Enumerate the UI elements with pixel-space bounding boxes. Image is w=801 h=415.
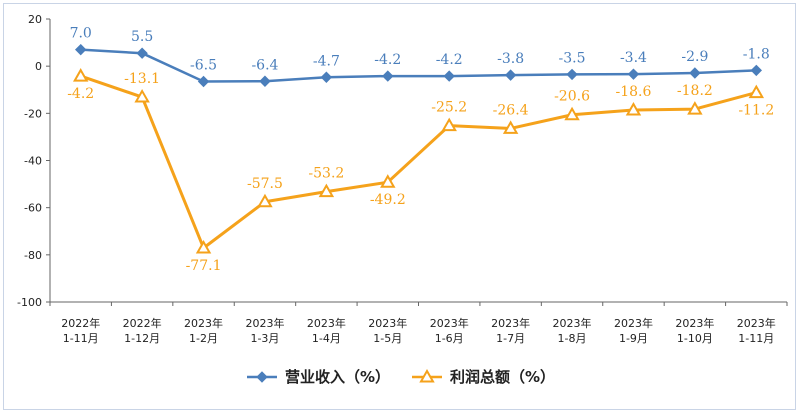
- x-tick-label: 2022年 1-11月: [61, 316, 100, 345]
- y-tick-label: 0: [35, 60, 42, 73]
- y-tick-label: 20: [28, 13, 42, 26]
- series-0-data-label: -3.4: [620, 50, 647, 66]
- series-1-point: [564, 106, 580, 121]
- series-1-line: [80, 74, 757, 250]
- series-1-point: [318, 183, 335, 198]
- series-0-data-label: -4.7: [313, 53, 340, 69]
- series-0-point: [256, 371, 268, 383]
- series-1-point: [748, 84, 765, 99]
- series-0-point: [627, 68, 640, 80]
- series-0-point: [75, 43, 87, 56]
- series-0-point: [259, 75, 271, 87]
- series-1-data-label: -26.4: [493, 102, 529, 118]
- series-0-point: [566, 68, 578, 81]
- x-tick-label: 2023年 1-5月: [368, 316, 407, 345]
- series-0-point: [136, 47, 148, 59]
- series-1-point: [687, 101, 703, 115]
- legend-label: 利润总额（%）: [450, 368, 555, 386]
- series-1-point: [625, 102, 642, 116]
- series-0-data-label: 5.5: [131, 29, 153, 45]
- series-1-data-label: -57.5: [247, 176, 283, 192]
- series-1-data-label: -11.2: [738, 103, 774, 119]
- series-0-data-label: -4.2: [436, 52, 463, 68]
- series-0-data-label: 7.0: [70, 26, 92, 42]
- y-tick-label: -40: [24, 155, 42, 168]
- series-1-point: [134, 89, 150, 103]
- series-0-data-label: -2.9: [681, 49, 708, 65]
- chart-frame: 20 0 -20 -40 -60 -80 -100 2022年 1-11月 2022年 1-12月…: [3, 3, 796, 410]
- x-tick-label: 2023年 1-2月: [184, 316, 223, 345]
- x-tick-label: 2022年 1-12月: [123, 316, 162, 345]
- series-1-data-label: -53.2: [308, 166, 344, 182]
- series-0-data-label: -3.8: [497, 51, 524, 67]
- series-1-data-label: -4.2: [67, 86, 94, 102]
- series-0-data-label: -3.5: [559, 50, 586, 66]
- x-tick-label: 2023年 1-9月: [614, 316, 653, 345]
- series-0-point: [320, 71, 333, 83]
- series-0-line: [80, 48, 757, 83]
- series-1-point: [441, 117, 457, 132]
- y-tick-label: -80: [24, 249, 42, 262]
- x-tick-label: 2023年 1-8月: [553, 316, 592, 345]
- x-tick-label: 2023年 1-6月: [430, 316, 469, 345]
- series-1-data-label: -49.2: [370, 192, 406, 208]
- series-1-point: [380, 174, 396, 188]
- line-chart: 20 0 -20 -40 -60 -80 -100 2022年 1-11月 2022年 1-12月…: [17, 13, 788, 386]
- x-tick-label: 2023年 1-3月: [245, 316, 284, 345]
- series-1-data-label: -25.2: [431, 100, 467, 116]
- y-tick-label: -60: [24, 202, 42, 215]
- x-tick-label: 2023年 1-7月: [491, 316, 530, 345]
- series-1-data-label: -18.2: [677, 83, 713, 99]
- series-1-point: [419, 368, 435, 383]
- series-0-point: [689, 67, 701, 79]
- series-1-point: [502, 120, 519, 134]
- series-0-point: [197, 75, 210, 88]
- y-tick-label: -20: [24, 107, 42, 120]
- series-0-data-label: -6.5: [190, 57, 217, 73]
- series-1-point: [257, 193, 273, 208]
- series-0-data-label: -1.8: [743, 46, 770, 62]
- series-0-data-label: -4.2: [374, 52, 401, 68]
- series-0-point: [750, 64, 762, 77]
- series-0-point: [443, 70, 455, 82]
- series-1-point: [195, 239, 212, 254]
- x-tick-label: 2023年 1-10月: [675, 316, 714, 345]
- y-tick-label: -100: [17, 296, 42, 309]
- series-0-point: [382, 70, 394, 82]
- series-1-data-label: -18.6: [616, 84, 652, 100]
- series-1-data-label: -77.1: [186, 258, 222, 274]
- series-1-data-label: -20.6: [554, 89, 590, 105]
- series-0-point: [504, 69, 517, 81]
- legend-label: 营业收入（%）: [285, 368, 390, 386]
- series-0-data-label: -6.4: [251, 57, 278, 73]
- series-1-point: [72, 68, 89, 82]
- series-1-data-label: -13.1: [124, 71, 160, 87]
- x-tick-label: 2023年 1-4月: [307, 316, 346, 345]
- x-tick-label: 2023年 1-11月: [737, 316, 776, 345]
